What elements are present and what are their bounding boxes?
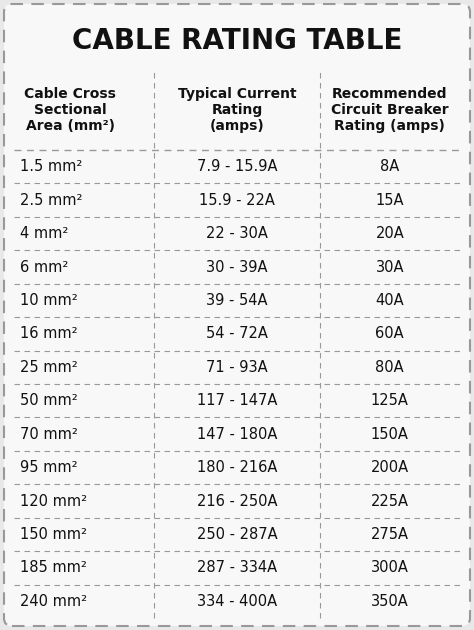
Text: 54 - 72A: 54 - 72A	[206, 326, 268, 341]
Text: 15.9 - 22A: 15.9 - 22A	[199, 193, 275, 208]
Text: 150A: 150A	[371, 427, 409, 442]
Text: 4 mm²: 4 mm²	[20, 226, 68, 241]
Text: Cable Cross
Sectional
Area (mm²): Cable Cross Sectional Area (mm²)	[25, 87, 116, 133]
Text: 8A: 8A	[380, 159, 400, 175]
Text: 20A: 20A	[375, 226, 404, 241]
Text: 7.9 - 15.9A: 7.9 - 15.9A	[197, 159, 277, 175]
Text: 60A: 60A	[375, 326, 404, 341]
Text: 71 - 93A: 71 - 93A	[206, 360, 268, 375]
Text: 30 - 39A: 30 - 39A	[206, 260, 268, 275]
FancyBboxPatch shape	[4, 4, 470, 626]
Text: 50 mm²: 50 mm²	[20, 393, 78, 408]
Text: 80A: 80A	[375, 360, 404, 375]
Text: 225A: 225A	[371, 493, 409, 508]
Text: 16 mm²: 16 mm²	[20, 326, 78, 341]
Text: 15A: 15A	[375, 193, 404, 208]
Text: 95 mm²: 95 mm²	[20, 460, 78, 475]
Text: CABLE RATING TABLE: CABLE RATING TABLE	[72, 27, 402, 55]
Text: 240 mm²: 240 mm²	[20, 594, 87, 609]
Text: 185 mm²: 185 mm²	[20, 560, 87, 575]
Text: 200A: 200A	[371, 460, 409, 475]
Text: 180 - 216A: 180 - 216A	[197, 460, 277, 475]
Text: 120 mm²: 120 mm²	[20, 493, 87, 508]
Text: 147 - 180A: 147 - 180A	[197, 427, 277, 442]
Text: 150 mm²: 150 mm²	[20, 527, 87, 542]
Text: Recommended
Circuit Breaker
Rating (amps): Recommended Circuit Breaker Rating (amps…	[331, 87, 448, 133]
Text: 22 - 30A: 22 - 30A	[206, 226, 268, 241]
Text: 39 - 54A: 39 - 54A	[206, 293, 268, 308]
Text: Typical Current
Rating
(amps): Typical Current Rating (amps)	[178, 87, 296, 133]
Text: 10 mm²: 10 mm²	[20, 293, 78, 308]
Text: 1.5 mm²: 1.5 mm²	[20, 159, 82, 175]
Text: 30A: 30A	[375, 260, 404, 275]
Text: 117 - 147A: 117 - 147A	[197, 393, 277, 408]
Text: 287 - 334A: 287 - 334A	[197, 560, 277, 575]
Text: 6 mm²: 6 mm²	[20, 260, 68, 275]
Text: 250 - 287A: 250 - 287A	[197, 527, 277, 542]
Text: 40A: 40A	[375, 293, 404, 308]
Text: 25 mm²: 25 mm²	[20, 360, 78, 375]
Text: 350A: 350A	[371, 594, 409, 609]
Text: 216 - 250A: 216 - 250A	[197, 493, 277, 508]
Text: 300A: 300A	[371, 560, 409, 575]
Text: 70 mm²: 70 mm²	[20, 427, 78, 442]
Text: 334 - 400A: 334 - 400A	[197, 594, 277, 609]
Text: 125A: 125A	[371, 393, 409, 408]
Text: 2.5 mm²: 2.5 mm²	[20, 193, 82, 208]
Text: 275A: 275A	[371, 527, 409, 542]
